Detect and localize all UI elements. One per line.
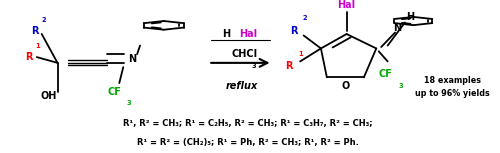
Text: Hal: Hal (338, 0, 355, 10)
Text: 2: 2 (303, 15, 308, 21)
Text: OH: OH (40, 91, 57, 101)
Text: 1: 1 (36, 43, 40, 49)
Text: 1: 1 (298, 51, 302, 57)
Text: Hal: Hal (240, 29, 258, 39)
Text: H: H (406, 12, 414, 22)
Text: R: R (25, 52, 32, 62)
Text: CHCl: CHCl (232, 49, 258, 59)
Text: O: O (342, 81, 349, 91)
Text: 3: 3 (398, 83, 404, 89)
Text: R: R (32, 26, 39, 36)
Text: R: R (290, 26, 298, 36)
Text: R¹ = R² = (CH₂)₅; R¹ = Ph, R² = CH₃; R¹, R² = Ph.: R¹ = R² = (CH₂)₅; R¹ = Ph, R² = CH₃; R¹,… (137, 138, 358, 147)
Text: CF: CF (108, 87, 122, 97)
Text: 18 examples
up to 96% yields: 18 examples up to 96% yields (416, 76, 490, 99)
Text: N: N (128, 54, 136, 63)
Text: 3: 3 (252, 63, 256, 69)
Text: R¹, R² = CH₃; R¹ = C₂H₅, R² = CH₃; R¹ = C₃H₇, R² = CH₃;: R¹, R² = CH₃; R¹ = C₂H₅, R² = CH₃; R¹ = … (123, 119, 372, 128)
Text: 3: 3 (127, 100, 132, 106)
Text: reflux: reflux (226, 81, 258, 91)
Text: H: H (222, 29, 230, 39)
Text: N: N (393, 23, 401, 33)
Text: 2: 2 (42, 17, 46, 23)
Text: CF: CF (378, 69, 392, 79)
Text: R: R (285, 61, 292, 71)
